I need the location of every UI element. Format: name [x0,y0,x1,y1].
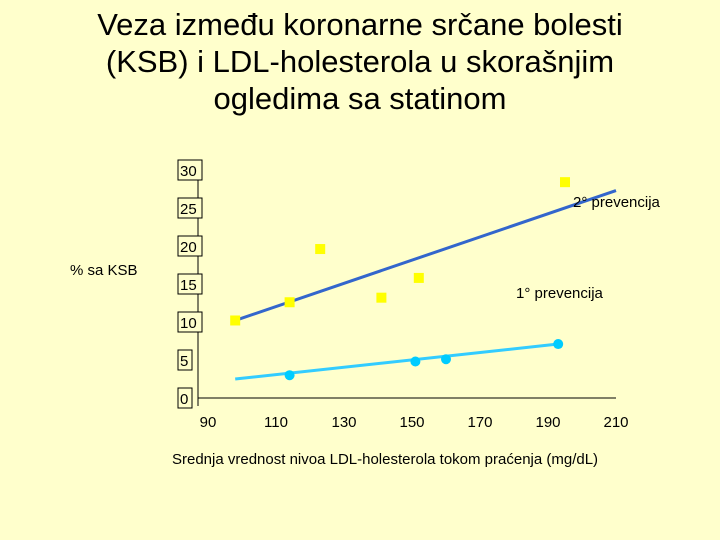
y-tick-box [177,273,203,295]
title-line-3: ogledima sa statinom [213,81,507,116]
trend-line-2 [235,342,559,381]
x-tick-label: 210 [603,414,628,431]
y-tick-box [177,197,203,219]
x-tick-label: 190 [535,414,560,431]
data-point-circle [410,356,421,367]
series-label-1: 2° prevencija [573,194,661,211]
data-point-square [560,177,570,188]
y-tick-label: 30 [180,163,197,180]
data-point-square [284,297,295,308]
title-line-1: Veza između koronarne srčane bolesti [97,7,623,42]
data-point-square [230,315,241,326]
data-point-circle [553,339,564,350]
y-tick-box [177,387,193,409]
x-tick-label: 90 [200,414,217,431]
y-tick-box [177,159,203,181]
data-point-square [413,272,424,283]
title-line-2: (KSB) i LDL-holesterola u skorašnjim [105,44,615,79]
y-tick-box [177,349,193,371]
y-tick-label: 20 [180,239,197,256]
y-axis-label: % sa KSB [70,262,138,279]
y-tick-box [177,235,203,257]
data-point-square [315,244,326,255]
data-point-circle [441,354,451,365]
y-tick-label: 5 [180,353,188,370]
x-tick-label: 110 [264,414,288,431]
x-axis-label: Srednja vrednost nivoa LDL-holesterola t… [172,451,599,468]
y-tick-box [177,311,203,333]
x-tick-label: 170 [467,414,492,431]
x-tick-label: 150 [399,414,424,431]
y-tick-label: 25 [180,201,197,218]
series-label-2: 1° prevencija [516,285,604,302]
trend-line-1 [234,189,617,322]
y-tick-label: 10 [180,315,197,332]
data-point-circle [284,370,295,381]
y-tick-label: 0 [180,391,188,408]
x-tick-label: 130 [331,414,356,431]
y-tick-label: 15 [180,277,197,294]
chart-title: Veza između koronarne srčane bolesti (KS… [0,6,720,117]
data-point-square [376,292,387,303]
